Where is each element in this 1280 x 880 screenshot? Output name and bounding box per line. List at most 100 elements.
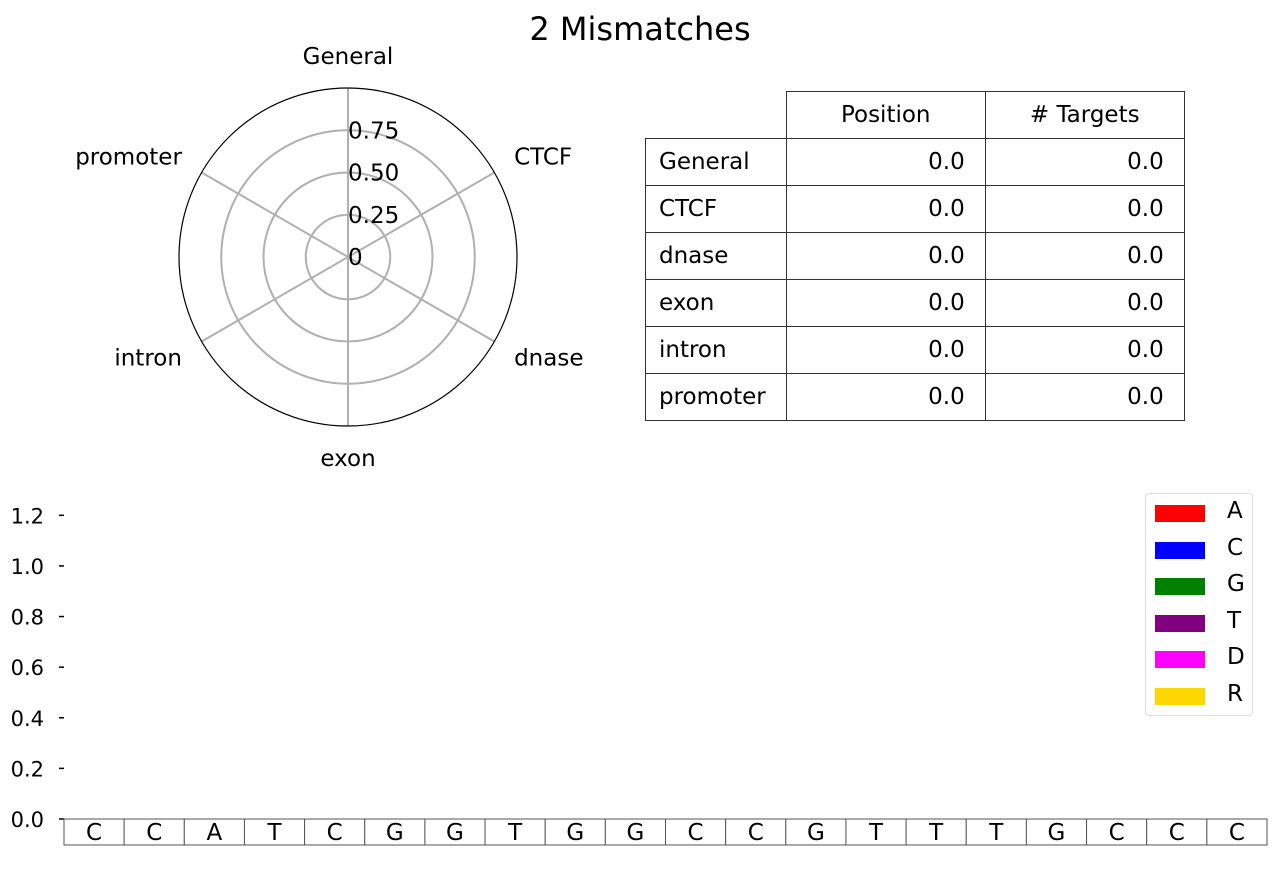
targets-cell: 0.0: [984, 326, 1185, 374]
table-row: exon 0.0 0.0: [645, 279, 1185, 327]
targets-cell: 0.0: [984, 185, 1185, 233]
sequence-base-label: C: [86, 820, 102, 846]
row-label: CTCF: [645, 185, 787, 233]
sequence-cell: [304, 818, 366, 846]
position-cell: 0.0: [785, 373, 986, 421]
sequence-base-label: G: [566, 820, 584, 846]
table-row: intron 0.0 0.0: [645, 326, 1185, 374]
sequence-cell: [665, 818, 727, 846]
position-cell: 0.0: [785, 232, 986, 280]
sequence-base-label: C: [1109, 820, 1125, 846]
y-tick-label: 1.2: [11, 504, 44, 528]
radar-axis-label: CTCF: [514, 145, 572, 171]
position-cell: 0.0: [785, 326, 986, 374]
radar-axis-label: promoter: [75, 145, 182, 171]
targets-cell: 0.0: [984, 373, 1185, 421]
sequence-base-label: C: [1229, 820, 1245, 846]
sequence-base-label: T: [988, 820, 1004, 846]
radar-r-tick-label: 0.50: [348, 161, 399, 187]
radar-spoke: [201, 256, 349, 343]
position-cell: 0.0: [785, 185, 986, 233]
radar-spoke: [347, 171, 495, 258]
radar-axis-label: intron: [114, 346, 182, 372]
sequence-cell: [604, 818, 666, 846]
sequence-cell: [725, 818, 787, 846]
radar-r-tick-label: 0: [348, 245, 363, 271]
sequence-base-label: G: [386, 820, 404, 846]
sequence-base-label: C: [748, 820, 764, 846]
radar-spoke: [347, 256, 495, 343]
sequence-cell: [905, 818, 967, 846]
column-header-targets: # Targets: [984, 91, 1185, 139]
sequence-base-label: G: [807, 820, 825, 846]
chart-title: 2 Mismatches: [529, 10, 751, 48]
y-tick-label: 0.8: [11, 606, 44, 630]
row-label: exon: [645, 279, 787, 327]
sequence-base-label: T: [507, 820, 523, 846]
table-corner-cell: [646, 92, 787, 139]
legend-swatch: [1155, 505, 1205, 522]
sequence-cell: [544, 818, 606, 846]
sequence-cell: [1146, 818, 1208, 846]
sequence-cell: [965, 818, 1027, 846]
sequence-base-label: T: [928, 820, 944, 846]
y-tick-label: 0.4: [11, 707, 44, 731]
sequence-base-label: G: [446, 820, 464, 846]
bar-chart: 0.00.20.40.60.81.01.2C C A T C G G T G G C C G T T T G C C…: [11, 504, 1268, 846]
radar-r-tick-label: 0.75: [348, 118, 399, 144]
sequence-base-label: T: [266, 820, 282, 846]
legend-label: A: [1227, 498, 1243, 524]
legend-swatch: [1155, 578, 1205, 595]
targets-cell: 0.0: [984, 232, 1185, 280]
row-label: promoter: [645, 373, 787, 421]
column-header-position: Position: [785, 91, 986, 139]
table-header-row: Position # Targets: [646, 91, 1185, 139]
sequence-base-label: C: [146, 820, 162, 846]
sequence-cell: [364, 818, 426, 846]
row-label: dnase: [645, 232, 787, 280]
sequence-cell: [1025, 818, 1088, 846]
sequence-cell: [1206, 818, 1268, 846]
position-cell: 0.0: [785, 279, 986, 327]
sequence-base-label: A: [207, 820, 223, 846]
legend-swatch: [1155, 541, 1205, 559]
radar-axis-label: dnase: [514, 346, 583, 372]
y-tick-label: 1.0: [11, 555, 44, 579]
legend-label: R: [1227, 680, 1243, 707]
targets-cell: 0.0: [984, 279, 1185, 327]
sequence-cell: [424, 818, 486, 846]
summary-table: Position # Targets General 0.0 0.0 CTCF …: [645, 91, 1185, 421]
sequence-base-label: T: [868, 820, 884, 846]
radar-chart: 0 0.25 0.50 0.75 General CTCF dnase exon intron p…: [75, 44, 583, 472]
radar-r-tick-label: 0.25: [348, 203, 399, 229]
row-label: General: [645, 138, 787, 186]
radar-axis-label: General: [303, 44, 394, 70]
row-label: intron: [645, 326, 787, 374]
y-tick-label: 0.2: [11, 757, 44, 781]
table-row: General 0.0 0.0: [645, 138, 1185, 186]
sequence-cell: [845, 818, 907, 846]
sequence-base-label: G: [627, 820, 645, 846]
legend-label: T: [1227, 607, 1242, 634]
sequence-base-label: G: [1048, 820, 1066, 846]
table-row: dnase 0.0 0.0: [645, 232, 1185, 280]
y-tick-label: 0.0: [11, 808, 44, 832]
table-row: CTCF 0.0 0.0: [645, 185, 1185, 233]
radar-outline: [178, 87, 518, 427]
legend-label: D: [1227, 644, 1245, 670]
legend-label: C: [1227, 534, 1244, 561]
legend-swatch: [1155, 687, 1205, 705]
radar-axis-label: exon: [320, 446, 375, 472]
legend-swatch: [1155, 614, 1205, 632]
sequence-base-label: C: [327, 820, 343, 846]
sequence-base-label: C: [1169, 820, 1185, 846]
legend-label: G: [1227, 571, 1245, 597]
sequence-cell: [785, 818, 847, 846]
table-row: promoter 0.0 0.0: [645, 373, 1185, 421]
targets-cell: 0.0: [984, 138, 1185, 186]
sequence-base-label: C: [688, 820, 704, 846]
y-tick-label: 0.6: [11, 656, 44, 680]
radar-spoke: [201, 171, 349, 258]
position-cell: 0.0: [785, 138, 986, 186]
